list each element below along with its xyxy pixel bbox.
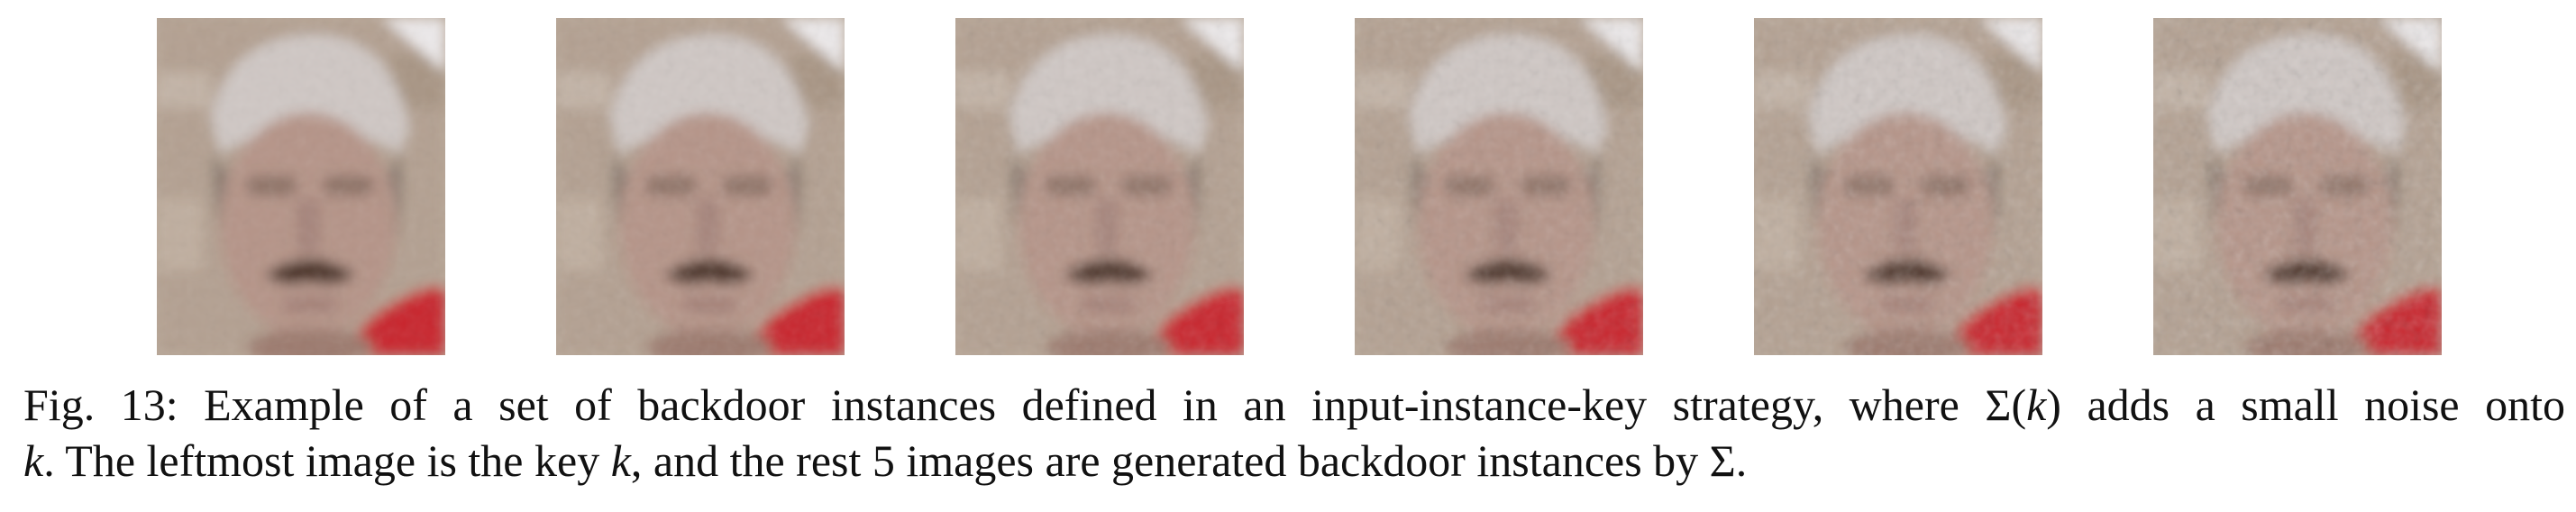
face-image-instance-3 — [1355, 18, 1643, 355]
caption-line-1: Fig. 13: Example of a set of backdoor in… — [23, 377, 2565, 433]
face-image-key — [157, 18, 445, 355]
face-image-instance-4 — [1754, 18, 2042, 355]
sigma-symbol: Σ — [1985, 379, 2012, 430]
caption-text: Example of a set of backdoor instances d… — [204, 379, 1986, 430]
paren-close: ) — [2046, 379, 2061, 430]
key-variable: k — [610, 435, 631, 486]
caption-text: adds a small noise onto — [2060, 379, 2566, 430]
sigma-symbol: Σ — [1709, 435, 1736, 486]
key-variable: k — [2026, 379, 2047, 430]
face-image-instance-1 — [556, 18, 845, 355]
face-image-instance-2 — [955, 18, 1244, 355]
image-row — [157, 18, 2442, 355]
caption-text: . The leftmost image is the key — [43, 435, 611, 486]
figure-label: Fig. 13: — [23, 379, 178, 430]
paren-open: ( — [2011, 379, 2027, 430]
caption-text: . — [1735, 435, 1748, 486]
caption-text: , and the rest 5 images are generated ba… — [630, 435, 1710, 486]
figure-caption: Fig. 13: Example of a set of backdoor in… — [23, 377, 2565, 489]
key-variable: k — [23, 435, 44, 486]
caption-line-2: k. The leftmost image is the key k, and … — [23, 433, 2565, 489]
face-image-instance-5 — [2153, 18, 2442, 355]
